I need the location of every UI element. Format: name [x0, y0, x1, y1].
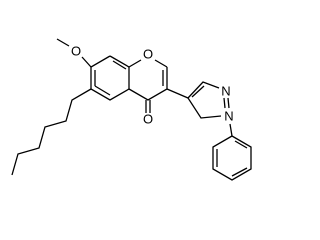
atom-label: O	[143, 112, 153, 127]
double-bond	[191, 85, 205, 98]
bond	[154, 59, 168, 68]
pyranone-ring	[128, 67, 168, 101]
structure-diagram: O O O N N	[11, 38, 252, 181]
atom-label: O	[143, 47, 153, 62]
bond	[81, 56, 92, 68]
double-bond	[112, 60, 127, 70]
bond	[166, 88, 189, 99]
bond	[229, 123, 233, 137]
phenyl-ring	[212, 135, 252, 181]
double-bond	[231, 167, 248, 177]
benzene-ring	[90, 55, 130, 101]
atom-label: N	[224, 109, 233, 124]
pyrazole-ring	[187, 81, 222, 119]
double-bond	[234, 140, 248, 149]
bond	[56, 38, 70, 47]
atom-label: O	[71, 44, 81, 59]
double-bond	[94, 85, 111, 96]
bond	[227, 97, 230, 109]
bond	[128, 59, 142, 68]
hexyl-chain	[11, 88, 92, 176]
atom-label: N	[221, 84, 230, 99]
bonds	[11, 38, 252, 181]
double-bond	[223, 97, 226, 109]
